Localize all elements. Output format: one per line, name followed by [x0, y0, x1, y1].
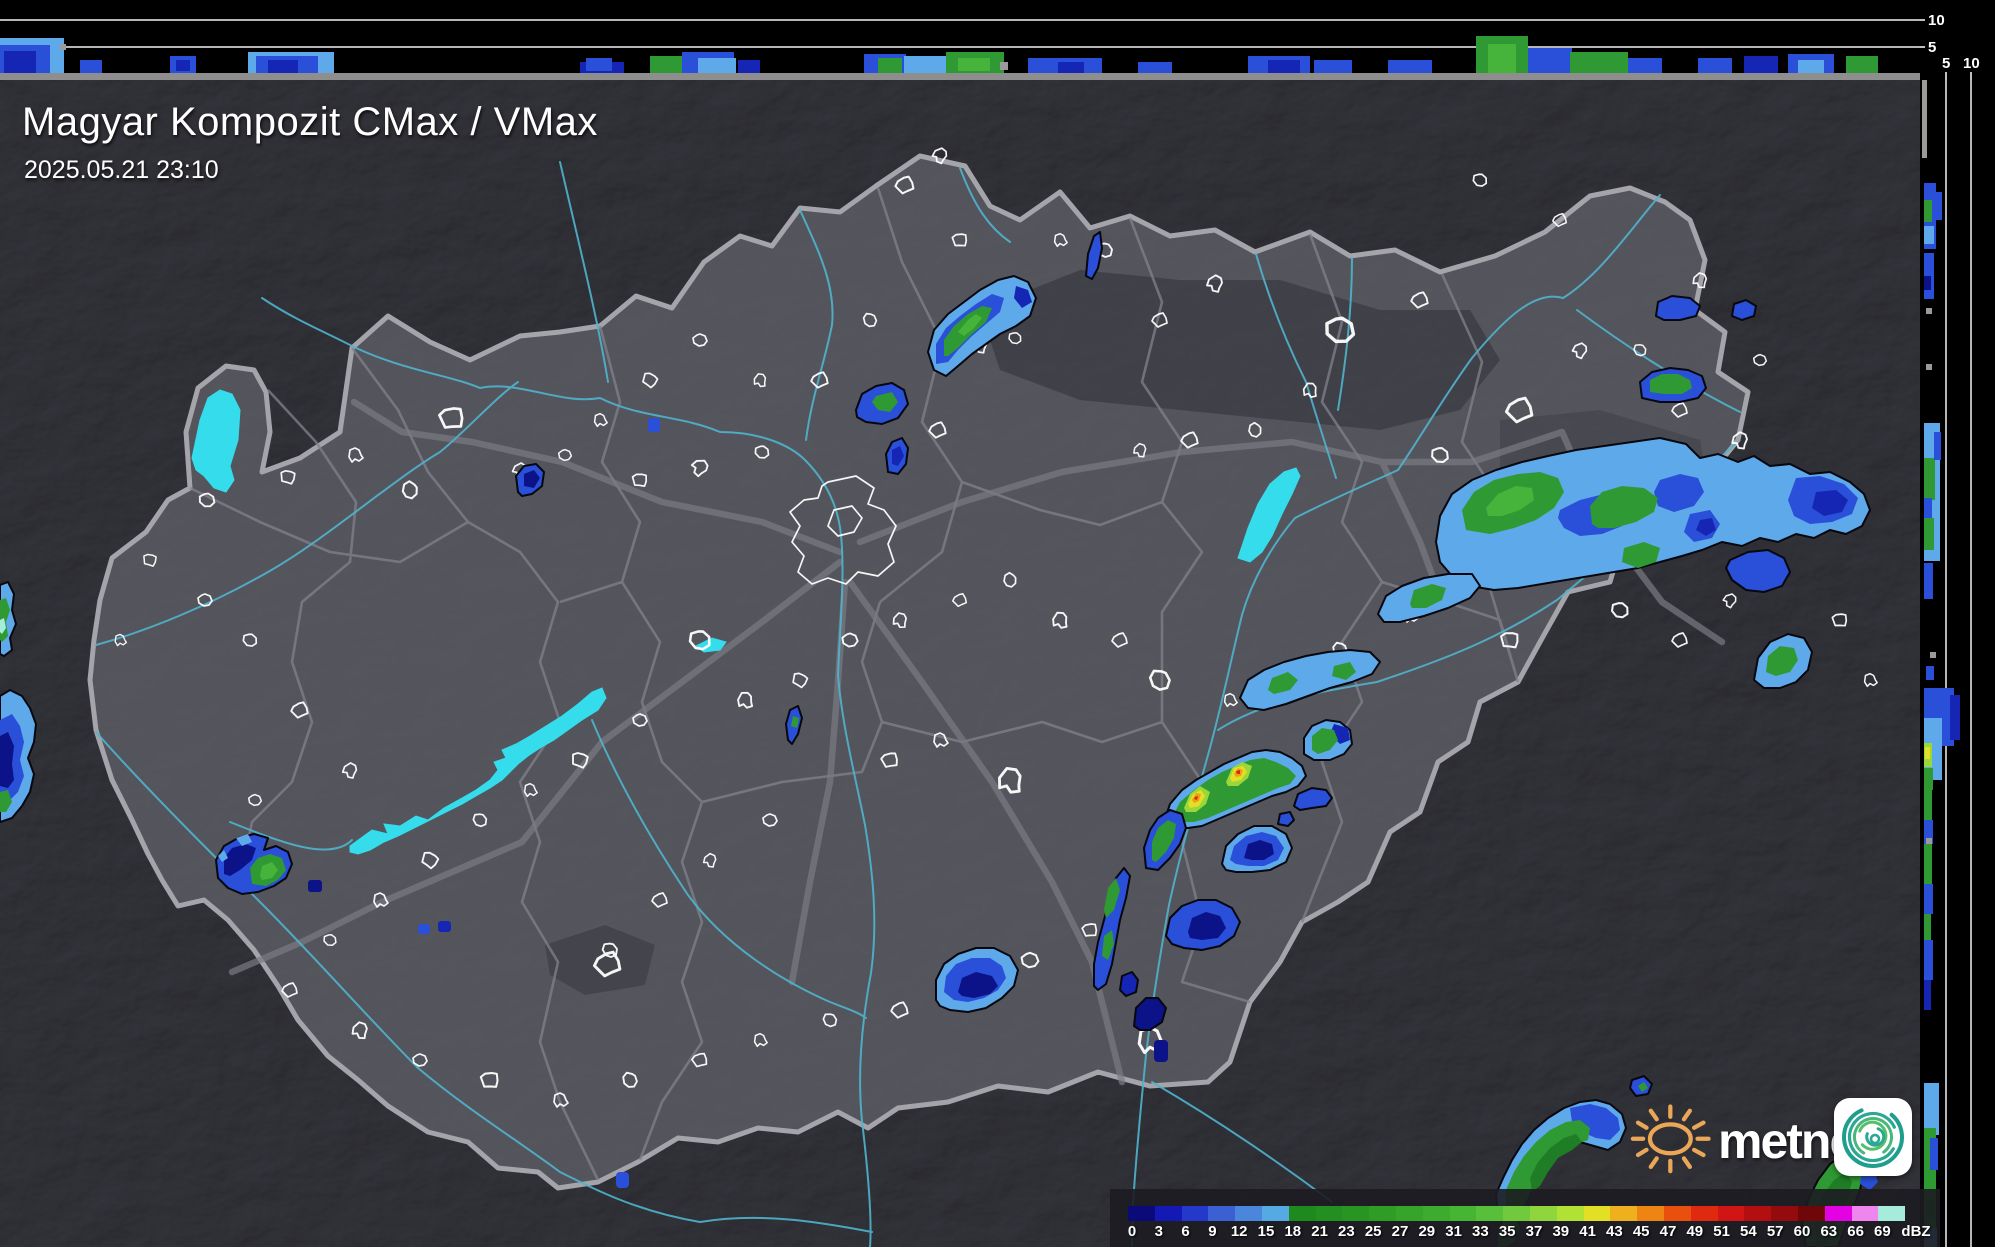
lake-balaton — [349, 687, 607, 855]
legend-swatch-18 — [1288, 1206, 1316, 1221]
budapest-outline — [789, 475, 897, 585]
legend-label-6: 6 — [1181, 1223, 1190, 1240]
corner-axis-panel: 10 5 5 10 — [1920, 0, 1995, 80]
top-axis-tick-10: 10 — [1928, 12, 1945, 29]
legend-swatch-54 — [1744, 1206, 1772, 1221]
legend-label-47: 47 — [1659, 1223, 1677, 1240]
legend-label-12: 12 — [1230, 1223, 1248, 1240]
legend-label-49: 49 — [1686, 1223, 1704, 1240]
legend-label-41: 41 — [1579, 1223, 1596, 1240]
right-axis-tick-5: 5 — [1942, 55, 1951, 72]
legend-swatch-49 — [1690, 1206, 1718, 1221]
legend-label-66: 66 — [1847, 1223, 1864, 1240]
legend-label-23: 23 — [1338, 1223, 1355, 1240]
legend-swatch-63 — [1824, 1206, 1852, 1221]
legend-label-31: 31 — [1445, 1223, 1462, 1240]
legend-label-15: 15 — [1257, 1223, 1275, 1240]
spiral-icon — [1842, 1106, 1904, 1168]
legend-label-27: 27 — [1391, 1223, 1409, 1240]
legend-label-0: 0 — [1127, 1223, 1137, 1240]
legend-swatch-23 — [1342, 1206, 1370, 1221]
legend-swatch-41 — [1583, 1206, 1611, 1221]
legend-swatch-43 — [1610, 1206, 1638, 1221]
legend-label-43: 43 — [1606, 1223, 1623, 1240]
legend-label-57: 57 — [1766, 1223, 1784, 1240]
top-height-profile-strip — [0, 0, 1920, 73]
legend-swatch-12 — [1235, 1206, 1262, 1221]
metnet-app-icon[interactable] — [1834, 1098, 1912, 1176]
right-strip-echo-profile — [1922, 80, 1960, 1247]
legend-label-37: 37 — [1525, 1223, 1543, 1240]
legend-label-18: 18 — [1284, 1223, 1302, 1240]
legend-label-3: 3 — [1154, 1223, 1163, 1240]
legend-label-63: 63 — [1820, 1223, 1838, 1240]
legend-label-9: 9 — [1208, 1223, 1217, 1240]
legend-swatch-31 — [1449, 1206, 1477, 1221]
lakes — [191, 389, 1301, 855]
metnet-logo[interactable]: metnet — [1630, 1098, 1872, 1183]
legend-label-45: 45 — [1632, 1223, 1650, 1240]
legend-swatch-6 — [1181, 1206, 1209, 1221]
legend-swatch-15 — [1261, 1206, 1289, 1221]
legend-swatch-29 — [1422, 1206, 1450, 1221]
legend-unit: dBZ — [1901, 1223, 1931, 1240]
legend-swatch-37 — [1529, 1206, 1557, 1221]
legend-swatch-39 — [1556, 1206, 1584, 1221]
legend-label-25: 25 — [1364, 1223, 1382, 1240]
legend-swatch-66 — [1851, 1206, 1879, 1221]
legend-swatch-57 — [1771, 1206, 1798, 1221]
legend-label-29: 29 — [1418, 1223, 1436, 1240]
legend-swatch-0 — [1128, 1206, 1155, 1221]
legend-swatch-51 — [1717, 1206, 1745, 1221]
reflectivity-legend: 0 3 6 9 12 15 18 21 23 25 27 29 31 33 35 37 39 41 43 45 47 49… — [1110, 1189, 1940, 1247]
legend-swatch-3 — [1154, 1206, 1182, 1221]
legend-swatch-21 — [1315, 1206, 1343, 1221]
legend-swatch-9 — [1208, 1206, 1236, 1221]
legend-swatch-47 — [1663, 1206, 1691, 1221]
top-axis-tick-5: 5 — [1928, 39, 1937, 56]
legend-swatch-25 — [1369, 1206, 1396, 1221]
right-height-profile-strip — [1920, 80, 1995, 1247]
legend-swatch-33 — [1476, 1206, 1504, 1221]
legend-label-21: 21 — [1311, 1223, 1328, 1240]
lake-ferto — [191, 389, 241, 493]
timestamp: 2025.05.21 23:10 — [24, 156, 219, 184]
top-strip-echo-profile — [0, 36, 1878, 73]
map-canvas — [0, 80, 1920, 1247]
motorways — [228, 398, 1726, 1086]
radar-echoes — [0, 231, 1878, 1247]
legend-swatch-69 — [1878, 1206, 1906, 1221]
legend-label-54: 54 — [1740, 1223, 1757, 1240]
lake-tisza — [1237, 467, 1301, 563]
legend-label-35: 35 — [1498, 1223, 1516, 1240]
legend-label-51: 51 — [1713, 1223, 1730, 1240]
legend-swatch-27 — [1395, 1206, 1423, 1221]
horizontal-separator — [0, 73, 1920, 80]
legend-swatch-35 — [1503, 1206, 1530, 1221]
legend-swatch-60 — [1797, 1206, 1825, 1221]
legend-label-39: 39 — [1552, 1223, 1570, 1240]
right-axis-tick-10: 10 — [1963, 55, 1980, 72]
legend-label-60: 60 — [1793, 1223, 1811, 1240]
sun-icon — [1630, 1104, 1711, 1174]
legend-swatch-45 — [1637, 1206, 1664, 1221]
legend-label-69: 69 — [1874, 1223, 1891, 1240]
page-title: Magyar Kompozit CMax / VMax — [22, 100, 598, 144]
legend-bar — [1128, 1206, 1906, 1221]
legend-label-33: 33 — [1472, 1223, 1489, 1240]
